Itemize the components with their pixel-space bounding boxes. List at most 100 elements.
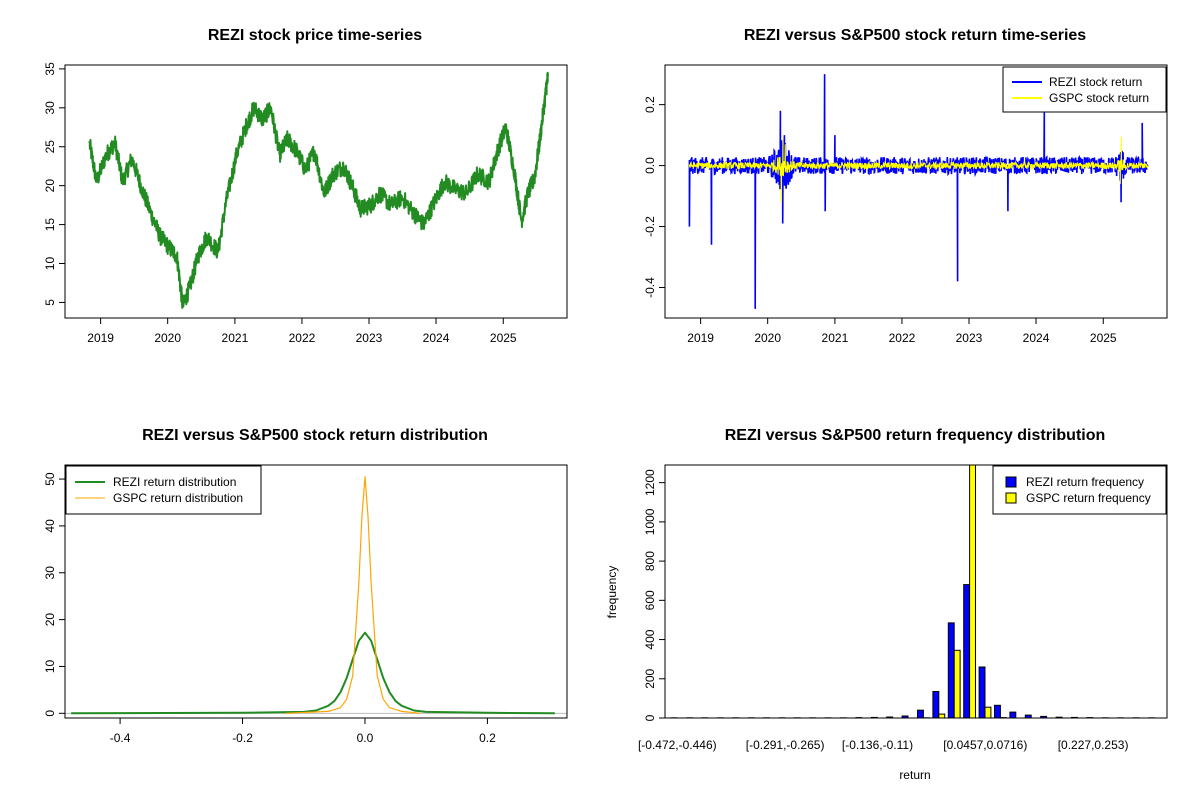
plot-marks <box>688 74 1149 309</box>
y-tick-label: 25 <box>43 140 57 154</box>
y-tick-label: 30 <box>43 566 57 580</box>
y-tick-label: -0.4 <box>643 277 657 298</box>
rezi-frequency-bar <box>917 709 924 719</box>
y-tick-label: 800 <box>643 551 657 571</box>
rezi-frequency-bar <box>932 691 940 719</box>
legend: REZI return distribution GSPC return dis… <box>65 465 262 515</box>
y-tick-label: 35 <box>43 62 57 76</box>
price-chart: REZI stock price time-series 2019 2020 202… <box>43 27 568 345</box>
x-tick-label: [-0.291,-0.265) <box>746 738 825 752</box>
y-tick-label: 20 <box>43 179 57 193</box>
gspc-frequency-bar <box>984 706 992 719</box>
return-density-chart: REZI versus S&P500 stock return distribu… <box>43 427 568 745</box>
y-tick-label: 0.0 <box>643 157 657 174</box>
x-tick-label: [0.0457,0.0716) <box>943 738 1027 752</box>
x-tick-label: 2024 <box>423 331 450 345</box>
y-tick-label: 600 <box>643 590 657 610</box>
x-tick-label: 2021 <box>822 331 849 345</box>
x-tick-label: 2021 <box>222 331 249 345</box>
chart-title: REZI versus S&P500 stock return time-ser… <box>744 27 1086 44</box>
gspc-density-line <box>285 476 421 714</box>
x-axis: [-0.472,-0.446) [-0.291,-0.265) [-0.136,-0… <box>638 738 1129 752</box>
legend-box <box>1002 66 1167 113</box>
x-axis: 2019 2020 2021 2022 2023 2024 2025 <box>687 318 1117 345</box>
plot-marks <box>88 71 549 309</box>
y-axis: -0.4 -0.2 0.0 0.2 <box>643 96 665 298</box>
legend-label-rezi: REZI return frequency <box>1026 475 1144 489</box>
y-tick-label: 1200 <box>643 469 657 496</box>
plot-frame <box>664 464 1168 719</box>
x-tick-label: 2020 <box>154 331 181 345</box>
x-tick-label: [-0.472,-0.446) <box>638 738 717 752</box>
rezi-density-line <box>71 631 555 715</box>
chart-title: REZI versus S&P500 stock return distribu… <box>142 427 488 444</box>
x-tick-label: 2023 <box>956 331 983 345</box>
rezi-frequency-bar <box>994 704 1001 719</box>
plot-frame <box>64 464 568 719</box>
y-tick-label: 50 <box>43 472 57 486</box>
x-tick-label: 2025 <box>1090 331 1117 345</box>
x-tick-label: 2025 <box>490 331 517 345</box>
y-tick-label: -0.2 <box>643 216 657 237</box>
return-frequency-chart: REZI versus S&P500 return frequency dist… <box>605 427 1168 782</box>
legend-swatch-rezi <box>1005 476 1017 488</box>
legend-swatch-gspc <box>1005 492 1017 504</box>
legend-label-gspc: GSPC return distribution <box>113 491 243 505</box>
y-tick-label: 0.2 <box>643 96 657 113</box>
x-tick-label: 0.0 <box>357 731 374 745</box>
y-tick-label: 10 <box>43 257 57 271</box>
x-tick-label: 0.2 <box>479 731 496 745</box>
legend-label-rezi: REZI return distribution <box>113 475 236 489</box>
chart-title: REZI stock price time-series <box>208 27 422 44</box>
y-tick-label: 20 <box>43 613 57 627</box>
y-tick-label: 15 <box>43 218 57 232</box>
y-tick-label: 5 <box>43 299 57 306</box>
x-axis-label: return <box>899 768 930 782</box>
rezi-frequency-bar <box>963 584 971 719</box>
plot-marks <box>65 476 567 715</box>
x-tick-label: [0.227,0.253) <box>1058 738 1129 752</box>
gspc-frequency-bar <box>969 464 976 719</box>
x-tick-label: 2019 <box>687 331 714 345</box>
y-axis: 0 200 400 600 800 1000 1200 <box>643 469 665 721</box>
plot-frame <box>664 64 1168 319</box>
y-tick-label: 30 <box>43 101 57 115</box>
y-tick-label: 1000 <box>643 508 657 535</box>
gspc-frequency-bar <box>938 713 946 719</box>
rezi-frequency-bar <box>1009 711 1017 719</box>
x-tick-label: -0.4 <box>110 731 131 745</box>
x-tick-label: [-0.136,-0.11) <box>842 738 913 752</box>
x-tick-label: 2023 <box>356 331 383 345</box>
legend-label-rezi: REZI stock return <box>1049 75 1142 89</box>
return-timeseries-chart: REZI versus S&P500 stock return time-ser… <box>643 27 1168 345</box>
rezi-frequency-bar <box>947 622 955 719</box>
legend-label-gspc: GSPC return frequency <box>1026 491 1151 505</box>
y-axis: 0 10 20 30 40 50 <box>43 472 65 717</box>
x-tick-label: 2024 <box>1023 331 1050 345</box>
y-tick-label: 10 <box>43 659 57 673</box>
plot-frame <box>64 64 568 319</box>
y-tick-label: 200 <box>643 668 657 688</box>
rezi-return-line <box>688 74 1149 309</box>
gspc-frequency-bar <box>953 649 961 719</box>
x-axis: 2019 2020 2021 2022 2023 2024 2025 <box>87 318 517 345</box>
x-tick-label: 2022 <box>889 331 916 345</box>
chart-title: REZI versus S&P500 return frequency dist… <box>725 427 1106 444</box>
rezi-frequency-bar <box>978 666 986 719</box>
x-tick-label: 2022 <box>289 331 316 345</box>
y-tick-label: 0 <box>43 710 57 717</box>
legend-label-gspc: GSPC stock return <box>1049 91 1149 105</box>
legend-box <box>992 465 1167 515</box>
gspc-return-line <box>688 136 1149 203</box>
y-tick-label: 400 <box>643 629 657 649</box>
legend-box <box>65 465 262 515</box>
y-tick-label: 0 <box>643 714 657 721</box>
y-axis-label: frequency <box>605 566 619 619</box>
legend: REZI stock return GSPC stock return <box>1002 66 1167 113</box>
y-tick-label: 40 <box>43 519 57 533</box>
legend: REZI return frequency GSPC return freque… <box>992 465 1167 515</box>
x-tick-label: 2020 <box>754 331 781 345</box>
x-tick-label: 2019 <box>87 331 114 345</box>
x-tick-label: -0.2 <box>232 731 253 745</box>
